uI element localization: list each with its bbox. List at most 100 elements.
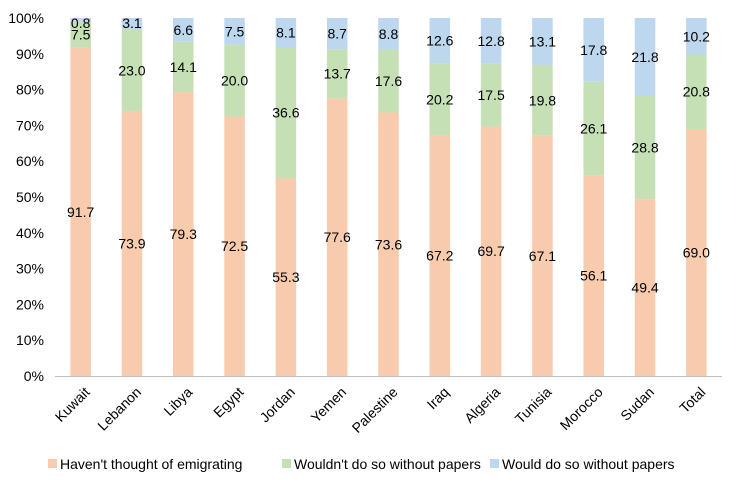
data-label: 67.2 [426,248,453,264]
bar-segment [275,46,297,179]
bar-segment [686,128,707,376]
data-label: 6.6 [174,22,194,38]
data-label: 17.5 [477,87,504,103]
x-tick-label: Egypt [210,384,247,421]
data-label: 14.1 [170,59,197,75]
y-tick-label: 20% [16,296,44,312]
bar-segment [121,18,143,30]
y-tick-label: 90% [16,46,44,62]
bar-segment [480,18,502,64]
data-label: 8.7 [327,26,347,42]
x-tick-label: Yemen [308,384,350,426]
data-label: 8.1 [276,24,296,40]
data-label: 7.5 [71,26,91,42]
data-label: 26.1 [580,120,607,136]
data-label: 79.3 [170,226,197,242]
data-label: 13.1 [529,33,556,49]
data-label: 12.6 [426,33,453,49]
bar-segment [532,18,553,65]
bar-segment [326,98,348,376]
bar-segment [378,18,399,50]
bar-segment [429,18,451,64]
legend: Haven't thought of emigrating Wouldn't do… [48,456,675,472]
data-label: 69.7 [477,243,504,259]
data-label: 20.0 [221,73,248,89]
bar-segment [275,178,297,376]
data-label: 49.4 [631,280,658,296]
y-tick-label: 60% [16,153,44,169]
data-label: 69.0 [683,244,710,260]
bar-segment [634,96,656,200]
data-label: 8.8 [379,26,399,42]
x-tick-label: Algeria [461,384,503,426]
bar-segment [686,54,707,129]
y-tick-label: 40% [16,225,44,241]
data-label: 23.0 [118,62,145,78]
bar-segment [224,44,245,117]
data-label: 72.5 [221,238,248,254]
data-label: 19.8 [529,92,556,108]
bar-segment [70,20,91,48]
legend-swatch [490,459,499,468]
bar-segment [224,116,245,376]
bar-segment [326,18,348,50]
data-label: 73.6 [375,236,402,252]
bar-segment [634,18,656,97]
bar-segment [532,64,553,136]
x-tick-label: Libya [160,384,195,419]
data-label: 13.7 [324,66,351,82]
data-label: 0.8 [71,15,91,31]
data-label: 7.5 [225,23,245,39]
data-label: 55.3 [272,269,299,285]
y-tick-label: 80% [16,82,44,98]
x-tick-label: Jordan [256,384,298,426]
x-tick-label: Total [676,384,708,416]
bar-segment [173,18,194,42]
x-tick-label: Iraq [424,384,452,412]
x-tick-label: Sudan [617,384,657,424]
x-tick-label: Palestine [349,384,401,436]
bar-segment [70,47,91,377]
data-label: 67.1 [529,248,556,264]
bar-segment [480,63,502,127]
y-tick-label: 70% [16,117,44,133]
y-axis: 0% 10% 20% 30% 40% 50% 60% 70% 80% 90% 100% [8,10,44,384]
bar-segment [429,63,451,136]
bar-segment [173,41,194,93]
legend-swatch [282,459,291,468]
bar-segment [173,92,194,376]
bar-segment [326,49,348,99]
data-label: 17.6 [375,73,402,89]
bar-segment [480,126,502,376]
data-label: 28.8 [631,140,658,156]
data-label: 3.1 [122,15,142,31]
data-label: 17.8 [580,42,607,58]
data-label: 77.6 [324,229,351,245]
data-label: 20.8 [683,84,710,100]
data-label: 10.2 [683,28,710,44]
x-tick-label: Kuwait [52,384,93,425]
bar-segment [121,111,143,377]
x-tick-label: Tunisia [512,384,555,427]
bar-segment [121,29,143,112]
data-label: 12.8 [477,33,504,49]
bar-segment [634,199,656,376]
bar-segment [224,18,245,45]
bar-segment [532,135,553,376]
bars: 91.77.50.873.923.03.179.314.16.672.520.0… [67,15,710,377]
y-tick-label: 50% [16,189,44,205]
x-axis: Kuwait Lebanon Libya Egypt Jordan Yemen Palest… [52,376,722,436]
y-tick-label: 0% [24,368,44,384]
data-label: 56.1 [580,268,607,284]
bar-segment [378,112,399,377]
legend-label: Wouldn't do so without papers [294,456,481,472]
data-label: 73.9 [118,236,145,252]
data-label: 91.7 [67,204,94,220]
y-tick-label: 100% [8,10,44,26]
legend-label: Haven't thought of emigrating [60,456,242,472]
x-tick-label: Lebanon [94,384,144,434]
data-label: 36.6 [272,105,299,121]
bar-segment [583,175,604,376]
y-tick-label: 10% [16,332,44,348]
